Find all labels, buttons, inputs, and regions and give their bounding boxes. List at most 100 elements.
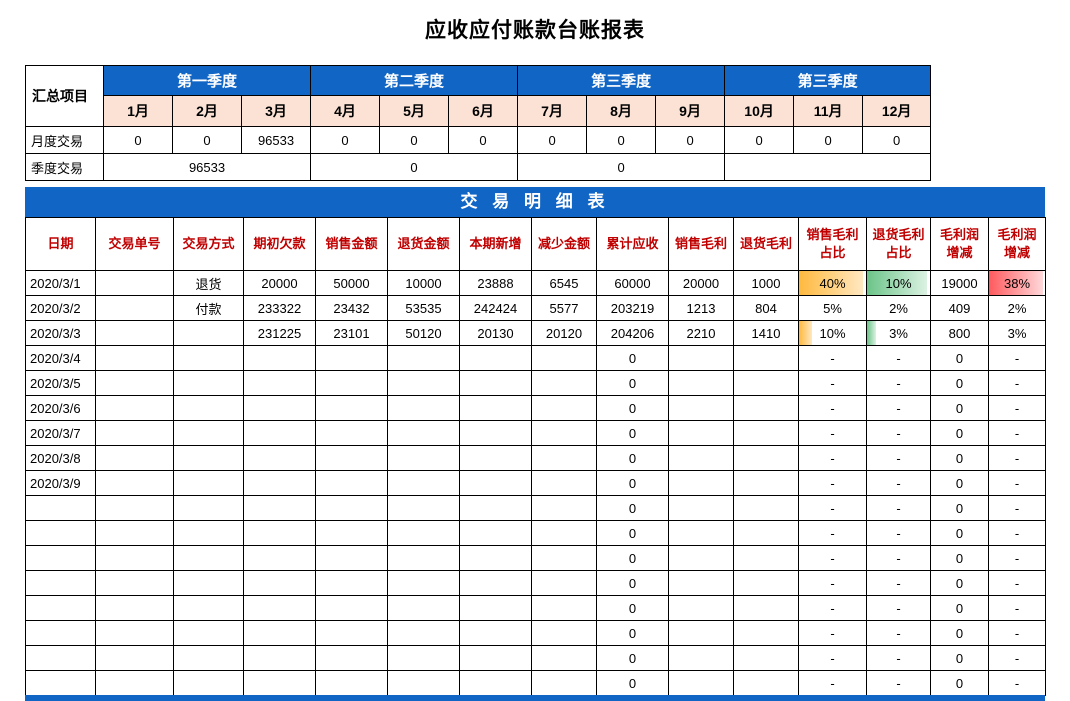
- data-cell[interactable]: -: [798, 670, 867, 696]
- data-cell[interactable]: -: [988, 670, 1046, 696]
- data-cell[interactable]: [243, 445, 316, 471]
- data-cell[interactable]: [733, 520, 799, 546]
- data-cell[interactable]: 0: [930, 370, 989, 396]
- data-cell[interactable]: -: [798, 395, 867, 421]
- data-cell[interactable]: 0: [596, 470, 669, 496]
- data-cell[interactable]: [531, 670, 597, 696]
- monthly-value-cell[interactable]: 0: [793, 126, 864, 154]
- data-cell[interactable]: 2%: [866, 295, 931, 321]
- data-cell[interactable]: [243, 670, 316, 696]
- monthly-value-cell[interactable]: 0: [103, 126, 173, 154]
- data-cell[interactable]: [173, 445, 244, 471]
- data-cell[interactable]: [243, 595, 316, 621]
- data-cell[interactable]: 203219: [596, 295, 669, 321]
- data-cell[interactable]: [531, 445, 597, 471]
- data-cell[interactable]: 50000: [315, 270, 388, 296]
- data-cell[interactable]: -: [798, 620, 867, 646]
- data-cell[interactable]: [733, 595, 799, 621]
- data-cell[interactable]: -: [866, 570, 931, 596]
- monthly-value-cell[interactable]: 0: [724, 126, 795, 154]
- data-cell[interactable]: -: [798, 445, 867, 471]
- data-cell[interactable]: [95, 345, 174, 371]
- data-cell[interactable]: [733, 495, 799, 521]
- data-cell[interactable]: [668, 670, 734, 696]
- data-cell[interactable]: [173, 320, 244, 346]
- data-cell[interactable]: [243, 570, 316, 596]
- date-cell[interactable]: 2020/3/7: [25, 420, 96, 446]
- data-cell[interactable]: [387, 670, 460, 696]
- date-cell[interactable]: [25, 545, 96, 571]
- data-cell[interactable]: 23888: [459, 270, 532, 296]
- data-cell[interactable]: 3%: [988, 320, 1046, 346]
- data-cell[interactable]: [733, 395, 799, 421]
- data-cell[interactable]: -: [866, 495, 931, 521]
- data-cell[interactable]: [173, 470, 244, 496]
- data-cell[interactable]: -: [866, 620, 931, 646]
- data-cell[interactable]: 19000: [930, 270, 989, 296]
- data-cell[interactable]: [733, 345, 799, 371]
- date-cell[interactable]: [25, 495, 96, 521]
- data-cell[interactable]: [243, 620, 316, 646]
- data-cell[interactable]: [173, 495, 244, 521]
- data-cell[interactable]: [95, 420, 174, 446]
- data-cell[interactable]: 1410: [733, 320, 799, 346]
- data-cell[interactable]: [387, 570, 460, 596]
- data-cell[interactable]: 0: [596, 345, 669, 371]
- data-cell[interactable]: [668, 595, 734, 621]
- date-cell[interactable]: 2020/3/6: [25, 395, 96, 421]
- data-cell[interactable]: 40%: [798, 270, 867, 296]
- data-cell[interactable]: [387, 620, 460, 646]
- data-cell[interactable]: [315, 495, 388, 521]
- data-cell[interactable]: -: [988, 570, 1046, 596]
- data-cell[interactable]: [243, 645, 316, 671]
- data-cell[interactable]: -: [988, 345, 1046, 371]
- data-cell[interactable]: [733, 670, 799, 696]
- data-cell[interactable]: [733, 470, 799, 496]
- data-cell[interactable]: -: [866, 395, 931, 421]
- data-cell[interactable]: 242424: [459, 295, 532, 321]
- data-cell[interactable]: -: [798, 570, 867, 596]
- data-cell[interactable]: [668, 470, 734, 496]
- data-cell[interactable]: -: [866, 345, 931, 371]
- data-cell[interactable]: [733, 545, 799, 571]
- data-cell[interactable]: 1000: [733, 270, 799, 296]
- data-cell[interactable]: 20130: [459, 320, 532, 346]
- data-cell[interactable]: [387, 495, 460, 521]
- data-cell[interactable]: [173, 670, 244, 696]
- data-cell[interactable]: -: [798, 470, 867, 496]
- data-cell[interactable]: 1213: [668, 295, 734, 321]
- data-cell[interactable]: 0: [930, 595, 989, 621]
- data-cell[interactable]: 38%: [988, 270, 1046, 296]
- data-cell[interactable]: -: [866, 670, 931, 696]
- data-cell[interactable]: [95, 445, 174, 471]
- data-cell[interactable]: [459, 595, 532, 621]
- data-cell[interactable]: -: [798, 420, 867, 446]
- data-cell[interactable]: [531, 545, 597, 571]
- data-cell[interactable]: 20000: [243, 270, 316, 296]
- data-cell[interactable]: -: [988, 545, 1046, 571]
- data-cell[interactable]: [243, 520, 316, 546]
- data-cell[interactable]: -: [988, 645, 1046, 671]
- data-cell[interactable]: [95, 620, 174, 646]
- date-cell[interactable]: 2020/3/2: [25, 295, 96, 321]
- data-cell[interactable]: 800: [930, 320, 989, 346]
- data-cell[interactable]: [173, 420, 244, 446]
- data-cell[interactable]: [668, 495, 734, 521]
- data-cell[interactable]: -: [866, 595, 931, 621]
- data-cell[interactable]: [173, 395, 244, 421]
- data-cell[interactable]: 0: [930, 395, 989, 421]
- monthly-value-cell[interactable]: 96533: [240, 126, 312, 154]
- data-cell[interactable]: -: [866, 545, 931, 571]
- data-cell[interactable]: 10%: [798, 320, 867, 346]
- data-cell[interactable]: 0: [596, 370, 669, 396]
- data-cell[interactable]: 23432: [315, 295, 388, 321]
- data-cell[interactable]: [531, 595, 597, 621]
- data-cell[interactable]: [733, 420, 799, 446]
- data-cell[interactable]: [387, 395, 460, 421]
- data-cell[interactable]: -: [866, 520, 931, 546]
- data-cell[interactable]: 0: [596, 645, 669, 671]
- data-cell[interactable]: [173, 345, 244, 371]
- data-cell[interactable]: [733, 445, 799, 471]
- data-cell[interactable]: [95, 270, 174, 296]
- data-cell[interactable]: [733, 645, 799, 671]
